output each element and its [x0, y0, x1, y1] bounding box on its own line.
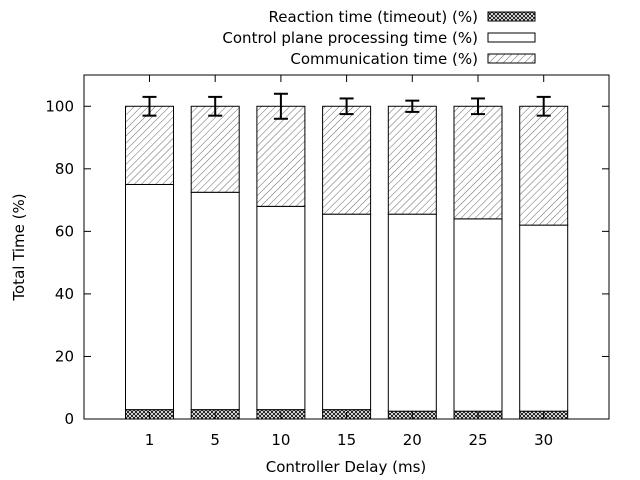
x-tick-label: 20	[403, 431, 422, 449]
legend-label-series-1: Control plane processing time (%)	[222, 29, 478, 47]
bar-segment-30-series-2	[519, 105, 569, 226]
x-tick-label: 15	[337, 431, 356, 449]
bars-group	[125, 105, 569, 420]
y-tick-label: 20	[55, 347, 74, 365]
error-bars-group	[142, 92, 551, 120]
x-tick-label: 5	[210, 431, 220, 449]
legend-label-series-0: Reaction time (timeout) (%)	[269, 8, 478, 26]
y-tick-label: 0	[64, 410, 74, 428]
legend-swatch-series-2	[487, 53, 536, 64]
x-tick-label: 30	[534, 431, 553, 449]
y-tick-label: 60	[55, 222, 74, 240]
bar-segment-25-series-1	[453, 218, 503, 412]
x-tick-label: 1	[145, 431, 155, 449]
y-tick-label: 40	[55, 285, 74, 303]
bar-segment-5-series-1	[190, 191, 240, 411]
legend-swatch-series-0	[487, 11, 536, 22]
bar-segment-1-series-1	[125, 183, 174, 411]
x-tick-label: 25	[468, 431, 487, 449]
bar-segment-5-series-2	[190, 105, 240, 193]
bar-segment-30-series-1	[519, 224, 569, 412]
bar-segment-20-series-1	[387, 213, 437, 412]
y-axis-title: Total Time (%)	[10, 193, 28, 301]
bar-segment-25-series-2	[453, 105, 503, 220]
x-axis-title: Controller Delay (ms)	[266, 458, 426, 476]
y-tick-label: 80	[55, 160, 74, 178]
y-tick-label: 100	[45, 97, 74, 115]
bar-segment-20-series-2	[387, 105, 437, 215]
bar-segment-15-series-2	[322, 105, 372, 215]
legend-label-series-2: Communication time (%)	[290, 50, 478, 68]
bar-segment-10-series-1	[256, 205, 306, 411]
x-tick-label: 10	[271, 431, 290, 449]
legend-swatch-series-1	[487, 32, 536, 43]
legend: Reaction time (timeout) (%) Control plane…	[222, 8, 536, 68]
bar-segment-15-series-1	[322, 213, 372, 411]
bar-segment-10-series-2	[256, 105, 306, 207]
bar-segment-1-series-2	[125, 105, 174, 185]
